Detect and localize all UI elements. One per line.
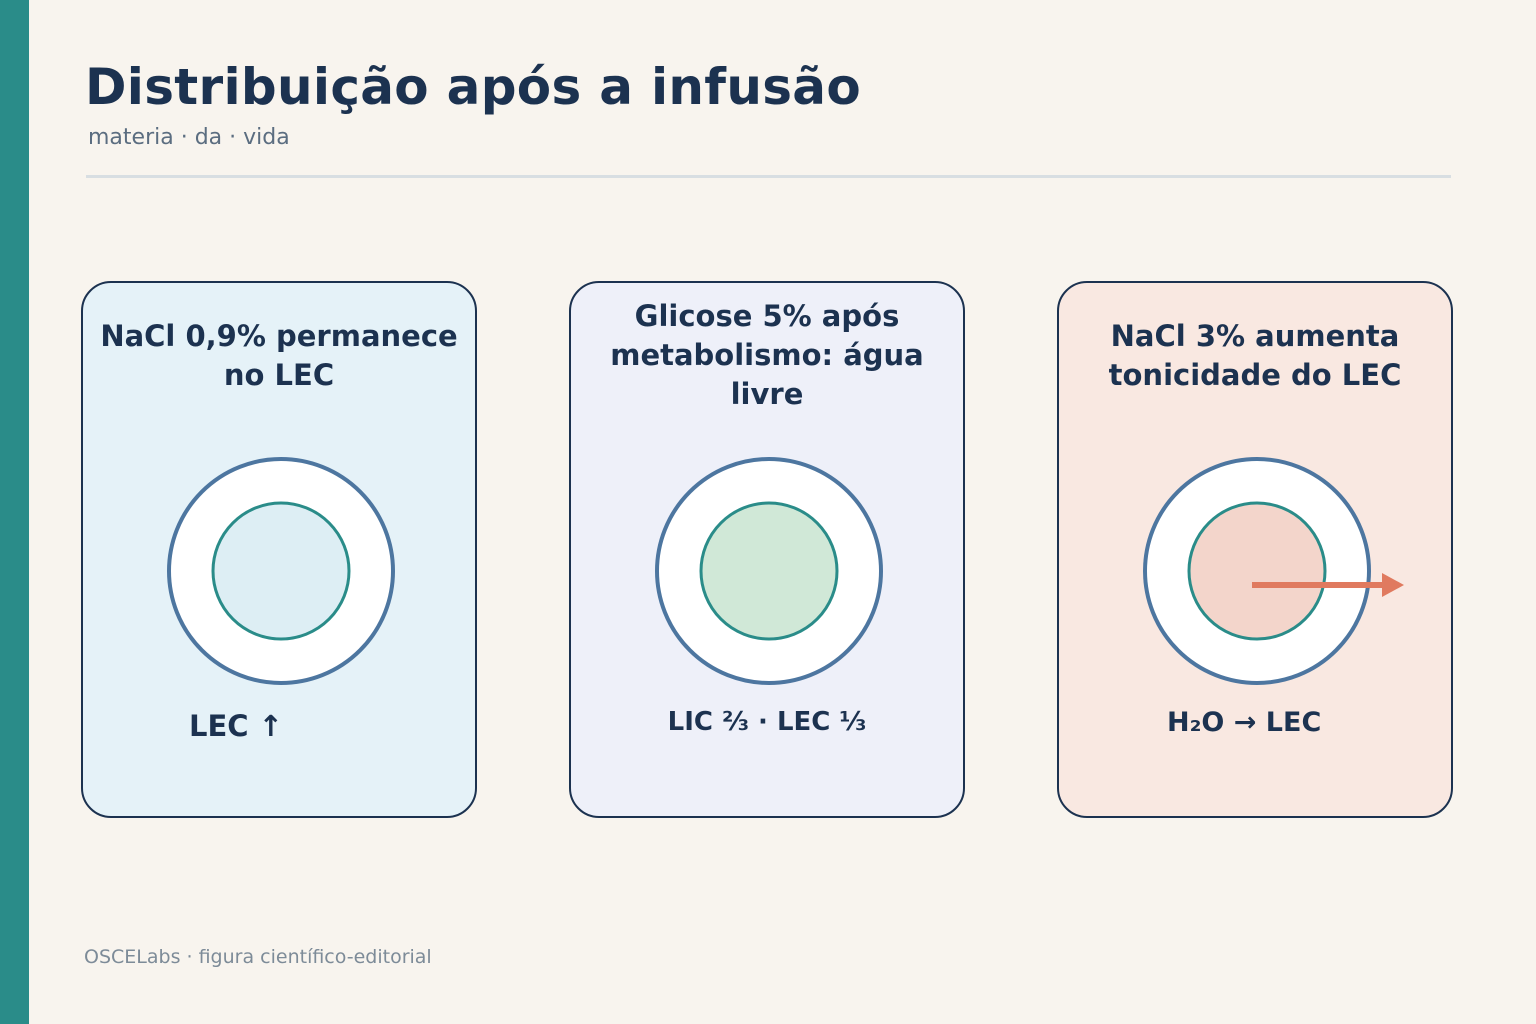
panel-nacl-09: NaCl 0,9% permanece no LEC LEC ↑ bbox=[81, 281, 477, 818]
cell-diagram bbox=[655, 457, 883, 685]
cell-diagram bbox=[167, 457, 395, 685]
icf-inner-cell bbox=[1187, 501, 1327, 641]
water-efflux-arrow bbox=[1252, 573, 1404, 597]
panel-title: NaCl 3% aumenta tonicidade do LEC bbox=[1108, 319, 1402, 392]
footer-credit: OSCELabs · figura científico-editorial bbox=[84, 946, 432, 968]
cell-diagram bbox=[1143, 457, 1404, 685]
panel-label: H₂O → LEC bbox=[1167, 707, 1322, 738]
panel-nacl-3: NaCl 3% aumenta tonicidade do LEC H₂O → … bbox=[1057, 281, 1453, 818]
accent-bar bbox=[0, 0, 29, 1024]
panel-label: LIC ⅔ · LEC ⅓ bbox=[667, 707, 867, 737]
panel-glicose-5: Glicose 5% após metabolismo: água livre … bbox=[569, 281, 965, 818]
icf-inner-cell bbox=[699, 501, 839, 641]
icf-inner-cell bbox=[211, 501, 351, 641]
panel-title: NaCl 0,9% permanece no LEC bbox=[100, 319, 458, 392]
panel-title: Glicose 5% após metabolismo: água livre bbox=[610, 299, 924, 411]
arrow-head bbox=[1382, 573, 1404, 597]
page-title: Distribuição após a infusão bbox=[85, 58, 861, 116]
header-divider bbox=[86, 175, 1451, 178]
page-subtitle: materia · da · vida bbox=[88, 125, 290, 150]
panel-label: LEC ↑ bbox=[189, 709, 283, 743]
